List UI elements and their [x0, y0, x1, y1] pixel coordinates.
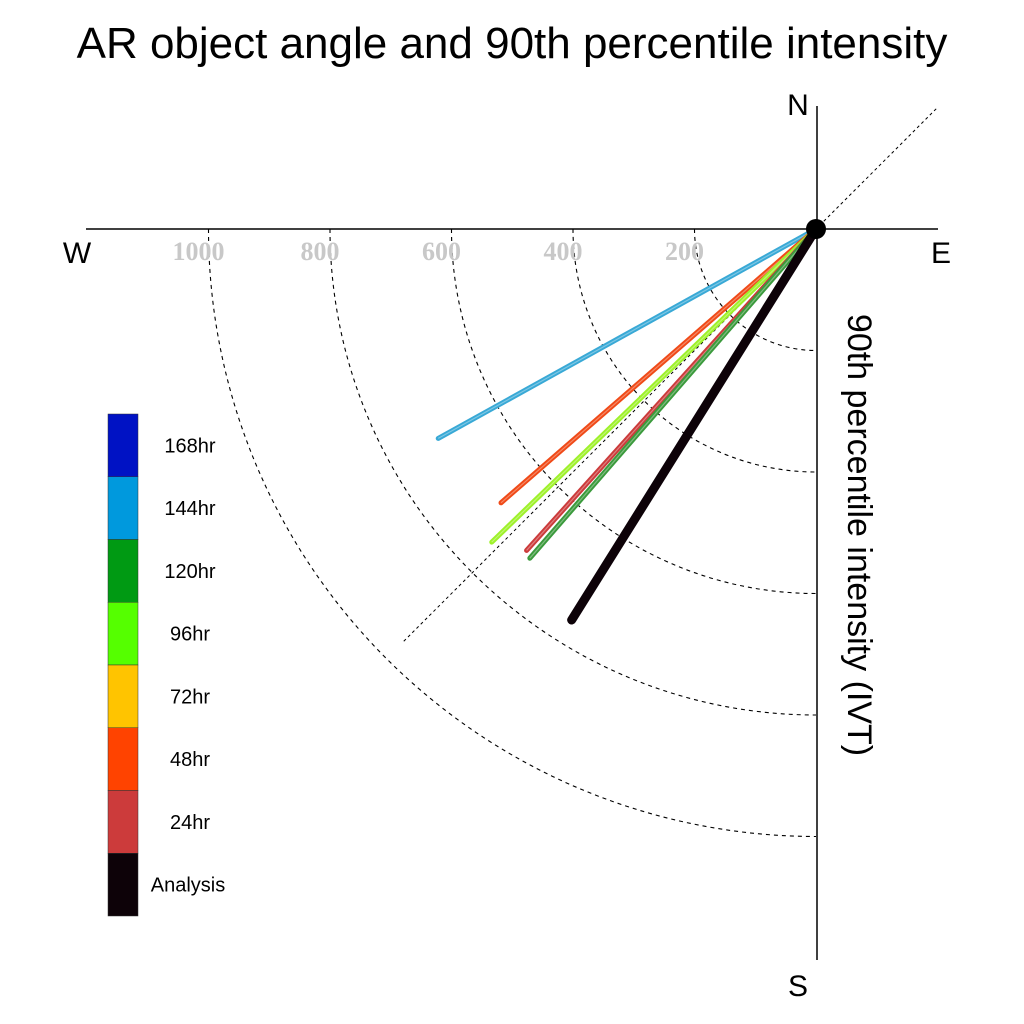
radial-tick-label-1: 400 — [544, 237, 583, 266]
legend-swatch-96hr — [107, 602, 139, 666]
legend-label-72hr: 72hr — [170, 686, 210, 708]
radial-tick-labels: 200 400 600 800 1000 — [173, 237, 705, 266]
legend-label-24hr: 24hr — [170, 812, 210, 834]
series-vector-120hr — [527, 226, 819, 561]
legend-label-analysis: Analysis — [151, 875, 225, 897]
legend-label-120hr: 120hr — [164, 561, 215, 583]
compass-north-label: N — [787, 89, 809, 122]
compass-south-label: S — [788, 970, 808, 1003]
series-vector-highlight-120hr — [529, 228, 817, 559]
legend-label-48hr: 48hr — [170, 749, 210, 771]
radial-tick-label-0: 200 — [665, 237, 704, 266]
series-vector-144hr — [435, 226, 819, 441]
origin-marker — [806, 219, 826, 239]
radial-axis-label: 90th percentile intensity (IVT) — [840, 314, 878, 756]
radial-tick-label-2: 600 — [422, 237, 461, 266]
radial-tick-label-3: 800 — [301, 237, 340, 266]
chart-title: AR object angle and 90th percentile inte… — [77, 19, 948, 68]
series-vector-96hr — [489, 226, 819, 545]
radial-tick-label-4: 1000 — [173, 237, 225, 266]
radial-grid-ring-3 — [329, 228, 817, 716]
legend: 168hr 144hr 120hr 96hr 72hr 48hr 24hr Analysis — [107, 413, 225, 917]
compass-east-label: E — [931, 237, 951, 270]
legend-label-168hr: 168hr — [164, 435, 215, 457]
compass-west-label: W — [63, 237, 92, 270]
series-vector-48hr — [498, 226, 819, 506]
series-vectors — [435, 224, 821, 625]
legend-swatch-168hr — [107, 413, 139, 477]
series-vector-highlight-96hr — [491, 228, 817, 543]
radial-grid — [207, 108, 937, 838]
legend-swatch-analysis — [107, 853, 139, 917]
legend-label-144hr: 144hr — [164, 498, 215, 520]
legend-swatch-72hr — [107, 664, 139, 728]
legend-swatch-48hr — [107, 727, 139, 791]
series-vector-highlight-144hr — [437, 228, 817, 439]
legend-swatch-144hr — [107, 476, 139, 540]
legend-swatch-120hr — [107, 539, 139, 603]
radial-grid-ring-4 — [207, 228, 817, 838]
series-vector-highlight-48hr — [500, 228, 817, 504]
radial-grid-ring-0 — [693, 228, 817, 352]
legend-swatch-24hr — [107, 790, 139, 854]
series-vector-analysis — [567, 224, 821, 625]
legend-label-96hr: 96hr — [170, 624, 210, 646]
